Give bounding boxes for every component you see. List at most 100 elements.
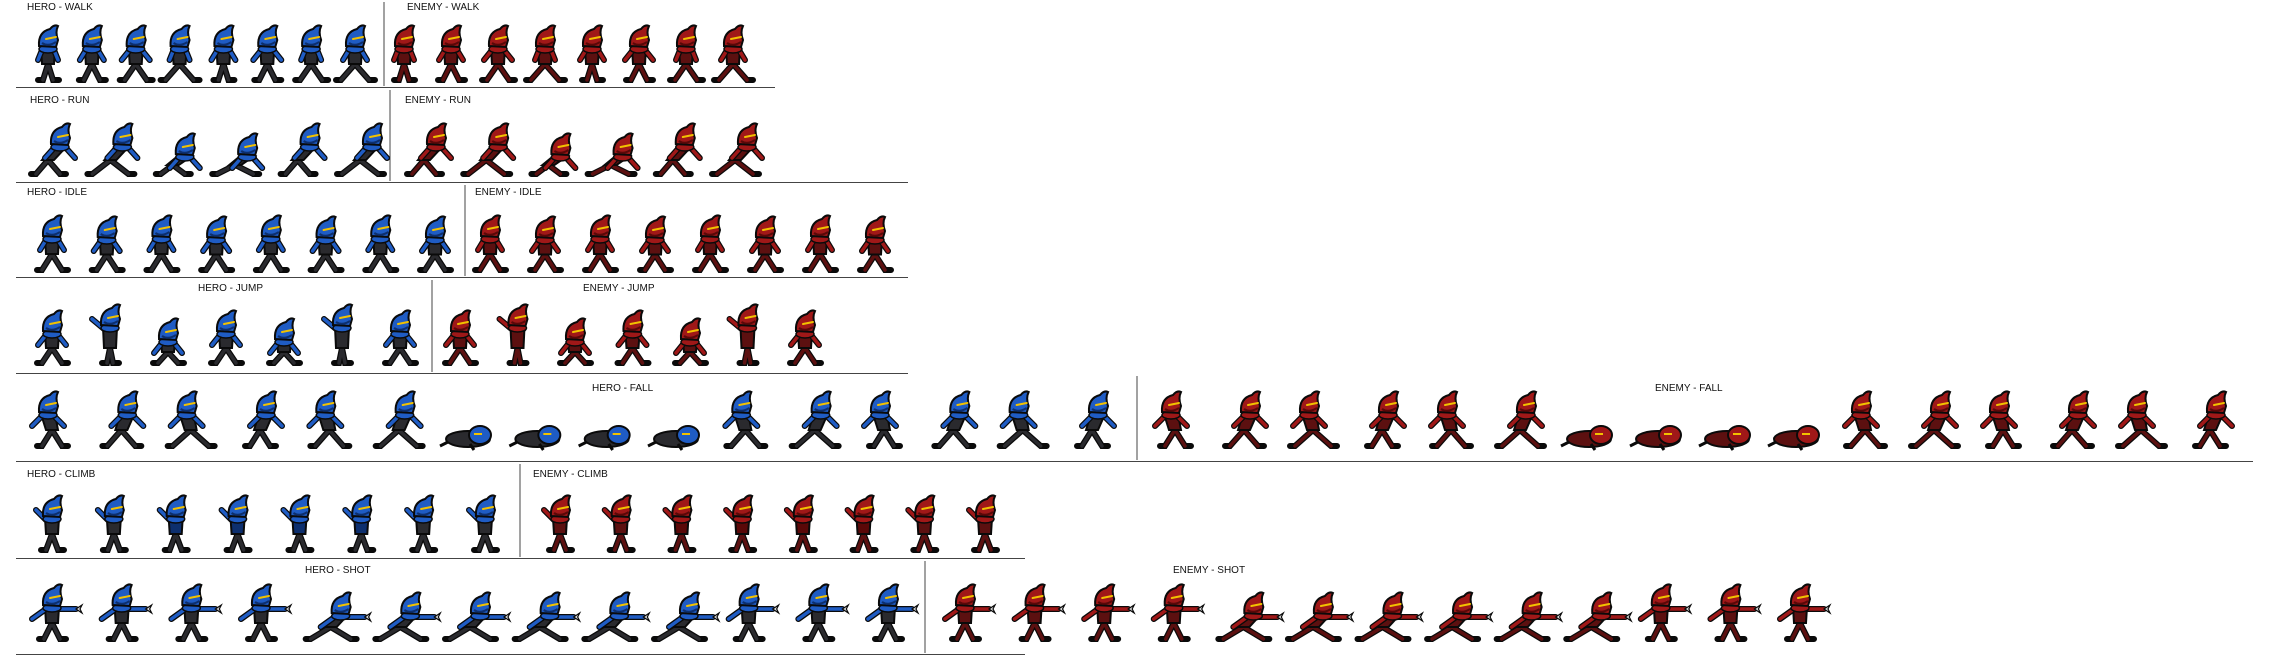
enemy-walk-frame-5 (577, 24, 607, 83)
hero-jump-frame-1 (34, 309, 71, 366)
enemy-idle-frame-1 (472, 214, 509, 273)
enemy-walk-frame-8 (711, 24, 756, 83)
hero-shot-label: HERO - SHOT (305, 565, 371, 576)
enemy-idle-frame-3 (582, 214, 619, 273)
sprite-frames (28, 24, 2235, 642)
hero-walk-frame-4 (157, 24, 203, 83)
enemy-shot-frame-1 (942, 583, 997, 642)
enemy-idle-frame-5 (692, 214, 729, 273)
hero-climb-frame-3 (156, 494, 191, 553)
enemy-fall-frame-2 (1222, 390, 1269, 449)
hero-fall-label: HERO - FALL (592, 383, 654, 394)
hero-fall-frame-9 (577, 425, 631, 451)
enemy-fall-frame-13 (1980, 390, 2022, 449)
enemy-run-frame-3 (528, 132, 579, 177)
hero-fall-frame-16 (1074, 390, 1117, 449)
hero-shot-frame-1 (29, 583, 84, 642)
hero-walk-frame-5 (208, 24, 239, 83)
enemy-shot-frame-9 (1493, 591, 1564, 642)
hero-run-frame-4 (209, 132, 266, 177)
enemy-fall-frame-9 (1698, 425, 1751, 451)
enemy-shot-label: ENEMY - SHOT (1173, 565, 1245, 576)
enemy-fall-frame-8 (1629, 425, 1682, 451)
hero-climb-frame-8 (466, 494, 500, 553)
hero-shot-frame-5 (302, 591, 373, 642)
hero-shot-frame-8 (511, 591, 582, 642)
hero-jump-frame-4 (208, 309, 245, 366)
enemy-shot-frame-8 (1424, 591, 1494, 642)
enemy-shot-frame-10 (1563, 591, 1633, 642)
hero-shot-frame-10 (651, 591, 721, 642)
hero-shot-frame-13 (865, 583, 920, 642)
enemy-fall-frame-5 (1428, 390, 1474, 449)
enemy-jump-frame-3 (557, 317, 594, 366)
enemy-fall-frame-11 (1842, 390, 1888, 449)
enemy-shot-frame-12 (1707, 583, 1762, 642)
hero-shot-frame-11 (725, 583, 781, 642)
hero-fall-frame-12 (788, 390, 842, 449)
enemy-shot-frame-7 (1354, 591, 1425, 642)
hero-jump-frame-7 (382, 309, 419, 366)
enemy-climb-frame-8 (966, 494, 1000, 553)
enemy-jump-frame-5 (672, 317, 709, 366)
hero-run-frame-5 (277, 122, 328, 177)
hero-climb-frame-6 (342, 494, 377, 553)
hero-walk-frame-7 (292, 24, 332, 83)
hero-walk-frame-2 (75, 24, 109, 83)
hero-idle-frame-7 (362, 214, 400, 273)
hero-climb-frame-7 (404, 494, 439, 553)
enemy-idle-frame-8 (857, 215, 894, 273)
hero-climb-frame-5 (280, 494, 315, 553)
hero-shot-frame-3 (168, 583, 223, 642)
enemy-walk-frame-6 (622, 24, 656, 83)
hero-idle-frame-1 (34, 214, 71, 273)
enemy-walk-frame-1 (391, 24, 418, 83)
hero-fall-frame-5 (306, 390, 353, 449)
hero-jump-frame-5 (266, 317, 303, 366)
hero-idle-frame-4 (198, 215, 236, 273)
enemy-fall-frame-12 (1908, 390, 1961, 449)
hero-fall-frame-14 (931, 390, 979, 449)
enemy-idle-frame-7 (802, 214, 839, 273)
hero-fall-frame-8 (508, 425, 562, 451)
enemy-run-frame-1 (404, 122, 454, 177)
enemy-fall-label: ENEMY - FALL (1655, 383, 1723, 394)
hero-run-frame-6 (334, 122, 390, 177)
enemy-run-frame-2 (460, 122, 517, 177)
hero-fall-frame-10 (647, 425, 700, 451)
hero-idle-frame-5 (252, 214, 290, 273)
enemy-jump-label: ENEMY - JUMP (583, 283, 655, 294)
hero-jump-frame-6 (321, 303, 354, 366)
hero-fall-frame-1 (29, 390, 71, 449)
enemy-climb-frame-5 (783, 494, 818, 553)
enemy-fall-frame-7 (1560, 425, 1613, 451)
hero-fall-frame-3 (164, 390, 218, 449)
enemy-fall-frame-15 (2115, 390, 2168, 449)
enemy-climb-frame-1 (541, 494, 575, 553)
enemy-run-frame-6 (709, 122, 765, 177)
enemy-walk-frame-3 (479, 24, 518, 83)
enemy-climb-frame-3 (662, 494, 697, 553)
hero-shot-frame-6 (372, 591, 442, 642)
hero-climb-frame-2 (94, 494, 129, 553)
enemy-shot-frame-4 (1150, 583, 1206, 642)
enemy-idle-frame-6 (747, 215, 784, 273)
enemy-idle-label: ENEMY - IDLE (475, 187, 542, 198)
hero-climb-frame-4 (218, 494, 253, 553)
hero-climb-label: HERO - CLIMB (27, 469, 96, 480)
hero-walk-frame-1 (35, 24, 62, 83)
hero-idle-frame-2 (88, 215, 126, 273)
hero-idle-frame-8 (417, 215, 454, 273)
hero-jump-frame-3 (150, 317, 187, 366)
enemy-fall-frame-6 (1494, 390, 1547, 449)
hero-shot-frame-9 (581, 591, 651, 642)
enemy-shot-frame-5 (1215, 591, 1285, 642)
enemy-idle-frame-2 (527, 215, 564, 273)
hero-idle-label: HERO - IDLE (27, 187, 87, 198)
enemy-climb-frame-7 (905, 494, 940, 553)
enemy-shot-frame-6 (1284, 591, 1355, 642)
hero-fall-frame-4 (242, 390, 285, 449)
enemy-climb-frame-4 (723, 494, 758, 553)
enemy-fall-frame-1 (1152, 390, 1194, 449)
enemy-walk-frame-4 (523, 24, 568, 83)
